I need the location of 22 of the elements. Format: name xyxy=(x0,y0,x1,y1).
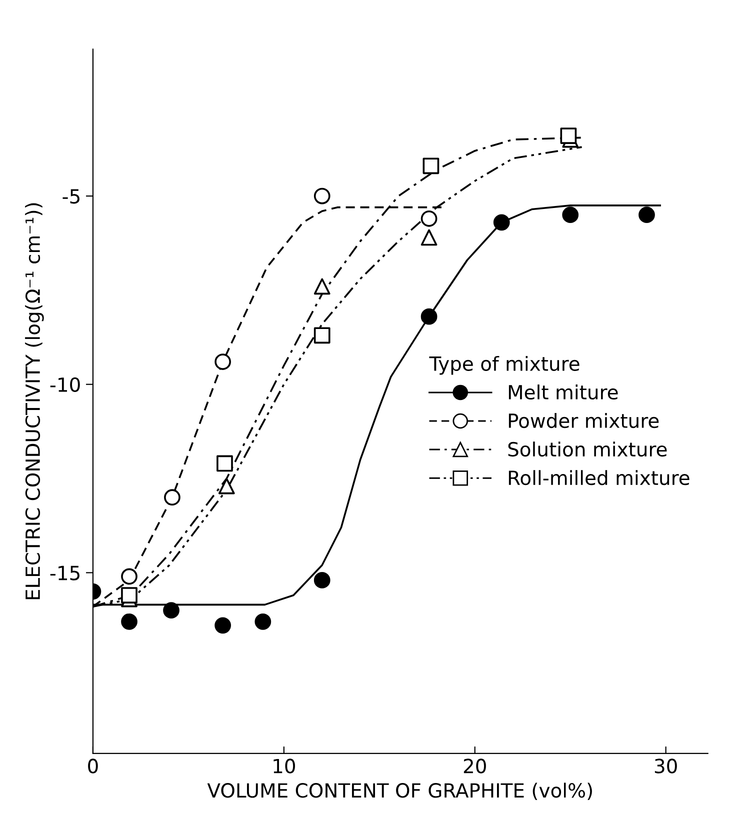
legend-label: Roll-milled mixture xyxy=(508,470,690,486)
point xyxy=(314,327,330,344)
legend-label: Solution mixture xyxy=(508,442,667,457)
y-axis-title: ELECTRIC CONDUCTIVITY (log(Ω⁻¹ cm⁻¹)) xyxy=(25,203,44,600)
legend-title: Type of mixture xyxy=(429,356,580,375)
point xyxy=(218,478,235,494)
y-tick-label: -5 xyxy=(62,189,80,204)
point xyxy=(314,278,330,295)
x-tick-label: 0 xyxy=(88,758,98,774)
y-tick-label: -10 xyxy=(50,377,80,392)
x-tick-label: 20 xyxy=(464,758,486,774)
legend-label: Powder mixture xyxy=(508,413,659,428)
point xyxy=(121,587,138,604)
point xyxy=(420,229,438,246)
point xyxy=(560,128,577,144)
point xyxy=(216,455,233,472)
legend-label: Melt miture xyxy=(508,384,618,400)
point xyxy=(422,158,440,174)
x-tick-label: 30 xyxy=(654,758,677,774)
x-tick-label: 10 xyxy=(274,758,295,774)
x-axis-title: VOLUME CONTENT OF GRAPHITE (vol%) xyxy=(207,782,592,800)
y-tick-label: -15 xyxy=(50,566,80,580)
